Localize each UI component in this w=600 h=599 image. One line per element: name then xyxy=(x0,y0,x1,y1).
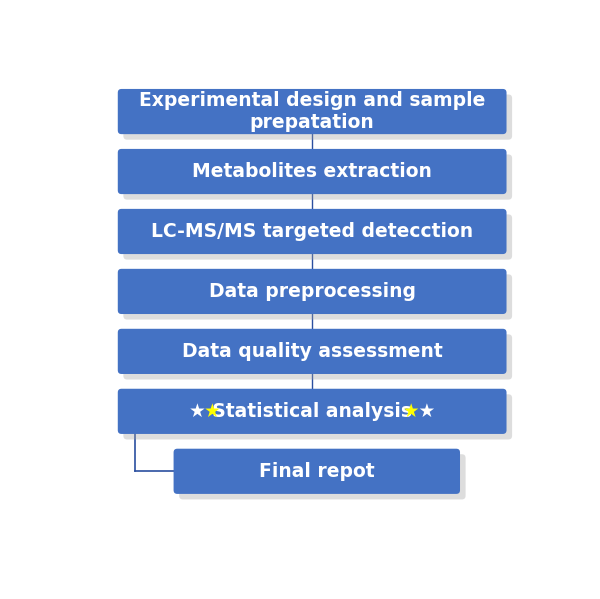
FancyBboxPatch shape xyxy=(179,454,466,500)
FancyBboxPatch shape xyxy=(118,149,506,194)
Text: Experimental design and sample
prepatation: Experimental design and sample prepatati… xyxy=(139,91,485,132)
FancyBboxPatch shape xyxy=(124,334,512,380)
Text: Final repot: Final repot xyxy=(259,462,374,481)
FancyBboxPatch shape xyxy=(173,449,460,494)
Text: Metabolites extraction: Metabolites extraction xyxy=(192,162,432,181)
FancyBboxPatch shape xyxy=(124,214,512,259)
Text: LC-MS/MS targeted detecction: LC-MS/MS targeted detecction xyxy=(151,222,473,241)
FancyBboxPatch shape xyxy=(124,155,512,199)
Text: Data quality assessment: Data quality assessment xyxy=(182,342,443,361)
FancyBboxPatch shape xyxy=(118,269,506,314)
FancyBboxPatch shape xyxy=(118,389,506,434)
Text: ★                            ★: ★ ★ xyxy=(205,402,420,421)
FancyBboxPatch shape xyxy=(118,329,506,374)
FancyBboxPatch shape xyxy=(118,209,506,254)
Text: Data preprocessing: Data preprocessing xyxy=(209,282,416,301)
FancyBboxPatch shape xyxy=(124,95,512,140)
FancyBboxPatch shape xyxy=(124,274,512,319)
FancyBboxPatch shape xyxy=(124,394,512,440)
Text: ★ Statistical analysis ★: ★ Statistical analysis ★ xyxy=(189,402,435,421)
FancyBboxPatch shape xyxy=(118,89,506,134)
